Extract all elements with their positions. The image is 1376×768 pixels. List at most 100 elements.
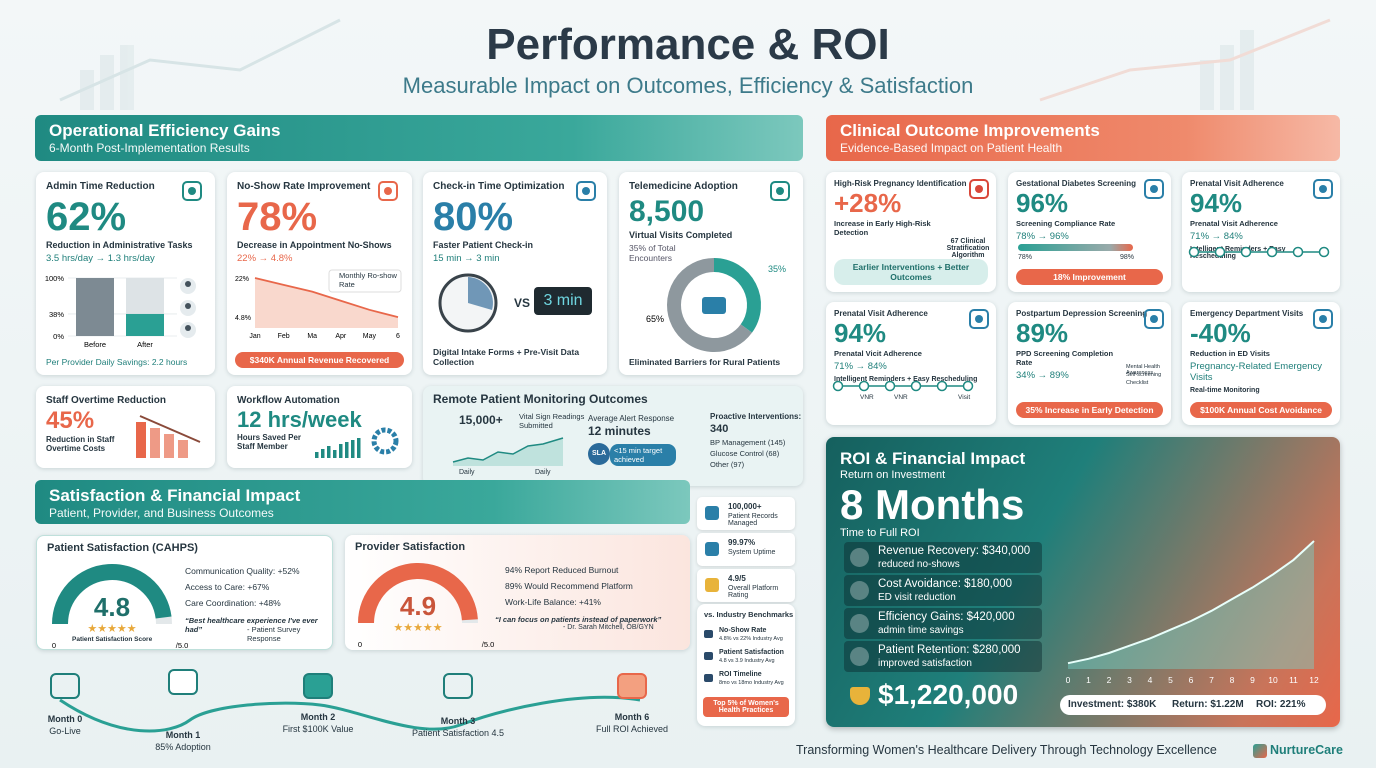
decor-bar <box>357 438 361 458</box>
decor-bar <box>178 440 188 458</box>
stat-label: Overall Platform Rating <box>728 585 779 599</box>
icon <box>182 181 202 201</box>
card: No-Show Rate Improvement 78% Decrease in A… <box>227 172 412 375</box>
x-tick-label: Feb <box>278 333 290 340</box>
decor-bar <box>150 428 160 458</box>
bench-label: Patient Satisfaction <box>719 649 784 656</box>
roi-subtitle: Return on Investment <box>840 469 946 481</box>
card: Prenatal Visit Adherence 94% Prenatal Vici… <box>826 302 996 425</box>
section-title: Operational Efficiency Gains <box>49 121 281 140</box>
sparkline <box>452 437 564 466</box>
icon-dot <box>1150 315 1158 323</box>
axis-label: Daily <box>459 469 475 476</box>
card-title: No-Show Rate Improvement <box>237 181 371 192</box>
card-detail: 78% → 96% <box>1016 231 1069 243</box>
card-footer: Earlier Interventions + Better Outcomes <box>834 259 988 285</box>
roi-item-icon <box>850 614 869 633</box>
roi-pill: Investment: $380K <box>1068 699 1157 710</box>
checklist-item: Checklist <box>1126 380 1149 386</box>
icon-shape <box>182 181 202 201</box>
roi-pill: Return: $1.22M <box>1172 699 1244 710</box>
roi-item: Patient Retention: $280,000 improved sati… <box>844 641 1042 672</box>
roi-panel: ROI & Financial Impact Return on Investme… <box>826 437 1340 727</box>
milestone-shape <box>168 669 198 695</box>
milestone-icon <box>443 673 473 699</box>
milestone-month: Month 3 <box>440 716 476 726</box>
axis-label: Daily <box>535 469 551 476</box>
card-footer: $340K Annual Revenue Recovered <box>235 352 404 368</box>
card-desc: Hours Saved Per Staff Member <box>237 433 302 452</box>
stat-label: Average Alert Response <box>588 414 675 423</box>
x-tick-label: Ma <box>307 333 317 340</box>
gauge-value <box>52 564 172 625</box>
donut-segment <box>713 258 761 333</box>
stat-label: Vital Sign Readings Submitted <box>519 412 585 430</box>
decor-bars <box>315 438 361 458</box>
steps-line <box>1188 246 1330 258</box>
section-subtitle: Evidence-Based Impact on Patient Health <box>840 141 1063 155</box>
video-icon <box>702 297 726 314</box>
card-desc: Increase in Early High-Risk Detection <box>834 219 931 238</box>
card-value: +28% <box>834 188 902 218</box>
steps-line <box>832 380 974 392</box>
bar-chart: 100% 38% 0% Before After <box>45 274 196 349</box>
decor-bar <box>339 444 343 458</box>
bar-label: 98% <box>1120 254 1135 261</box>
x-tick-label: 4 <box>1148 675 1153 685</box>
card: Prenatal Visit Adherence 94% Prenatal Visi… <box>1182 172 1340 292</box>
card-desc: Prenatal Vicit Adherence <box>834 349 922 359</box>
card: Provider Satisfaction 4.9 0/5.0 ★★★★★ 94% Re… <box>345 535 690 650</box>
card-note: Real-time Monitoring <box>1190 387 1260 395</box>
stat-value: 15,000+ <box>459 413 503 427</box>
x-tick-label: After <box>137 340 153 349</box>
roi-item-label: Patient Retention: $280,000 <box>878 644 1021 656</box>
card-value: 45% <box>46 407 95 434</box>
timer-display: 3 min <box>534 287 592 315</box>
card-title: High-Risk Pregnancy Identification <box>834 179 967 188</box>
bench-icon <box>704 674 713 682</box>
quote: “I can focus on patients instead of pape… <box>495 615 662 624</box>
roi-pill: ROI: 221% <box>1256 699 1306 710</box>
bar <box>76 278 114 336</box>
trophy-icon <box>850 687 870 705</box>
icon-shape <box>1144 179 1164 199</box>
bench-label: ROI Timeline <box>719 671 762 678</box>
card-value: 78% <box>237 195 318 239</box>
step-dot <box>1240 246 1252 258</box>
decor-bar <box>136 422 146 458</box>
line <box>254 277 399 318</box>
area-chart: 22% 4.8% Jan Feb Ma Apr May 6 <box>235 269 402 340</box>
step-dot <box>1266 246 1278 258</box>
card-title: Staff Overtime Reduction <box>46 395 167 406</box>
icon-shape <box>378 181 398 201</box>
step-dot <box>884 380 896 392</box>
gear-icon <box>371 427 399 455</box>
card-note: Intelligent Reminders + Easy Reschedulin… <box>834 376 978 384</box>
card: vs. Industry Benchmarks No-Show Rate 4.8% … <box>697 604 795 726</box>
x-tick-label: 3 <box>1127 675 1132 685</box>
icon-dot <box>1319 315 1327 323</box>
quote-attribution: - Dr. Sarah Mitchell, OB/GYN <box>563 624 654 631</box>
y-tick-label: 0% <box>53 332 64 341</box>
gauge-tick-label: /5.0 <box>482 640 495 649</box>
person-head <box>185 281 191 287</box>
bench-sub: 4.8% vs 22% Industry Avg <box>719 636 783 642</box>
card-desc: Decrease in Appointment No-Shows <box>237 240 392 250</box>
subtitle: Measurable Impact on Outcomes, Efficienc… <box>402 73 974 98</box>
icon-dot <box>975 315 983 323</box>
list-item: Work-Life Balance: +41% <box>505 597 601 607</box>
bar <box>126 313 164 336</box>
card-desc: Screening Compliance Rate <box>1016 219 1116 229</box>
x-tick-label: 12 <box>1309 675 1319 685</box>
milestone-icon <box>50 673 80 699</box>
milestone-icon <box>168 669 198 695</box>
milestone-icon <box>617 673 647 699</box>
bench-label: No-Show Rate <box>719 627 767 634</box>
step-label: VNR <box>860 394 874 401</box>
gauge: 4.9 0/5.0 ★★★★★ <box>358 563 494 649</box>
step-dot <box>936 380 948 392</box>
gear <box>371 427 399 455</box>
card-title: vs. Industry Benchmarks <box>704 610 794 619</box>
quote: “Best healthcare experience I've ever ha… <box>185 616 318 634</box>
brand-name: NurtureCare <box>1270 743 1343 757</box>
